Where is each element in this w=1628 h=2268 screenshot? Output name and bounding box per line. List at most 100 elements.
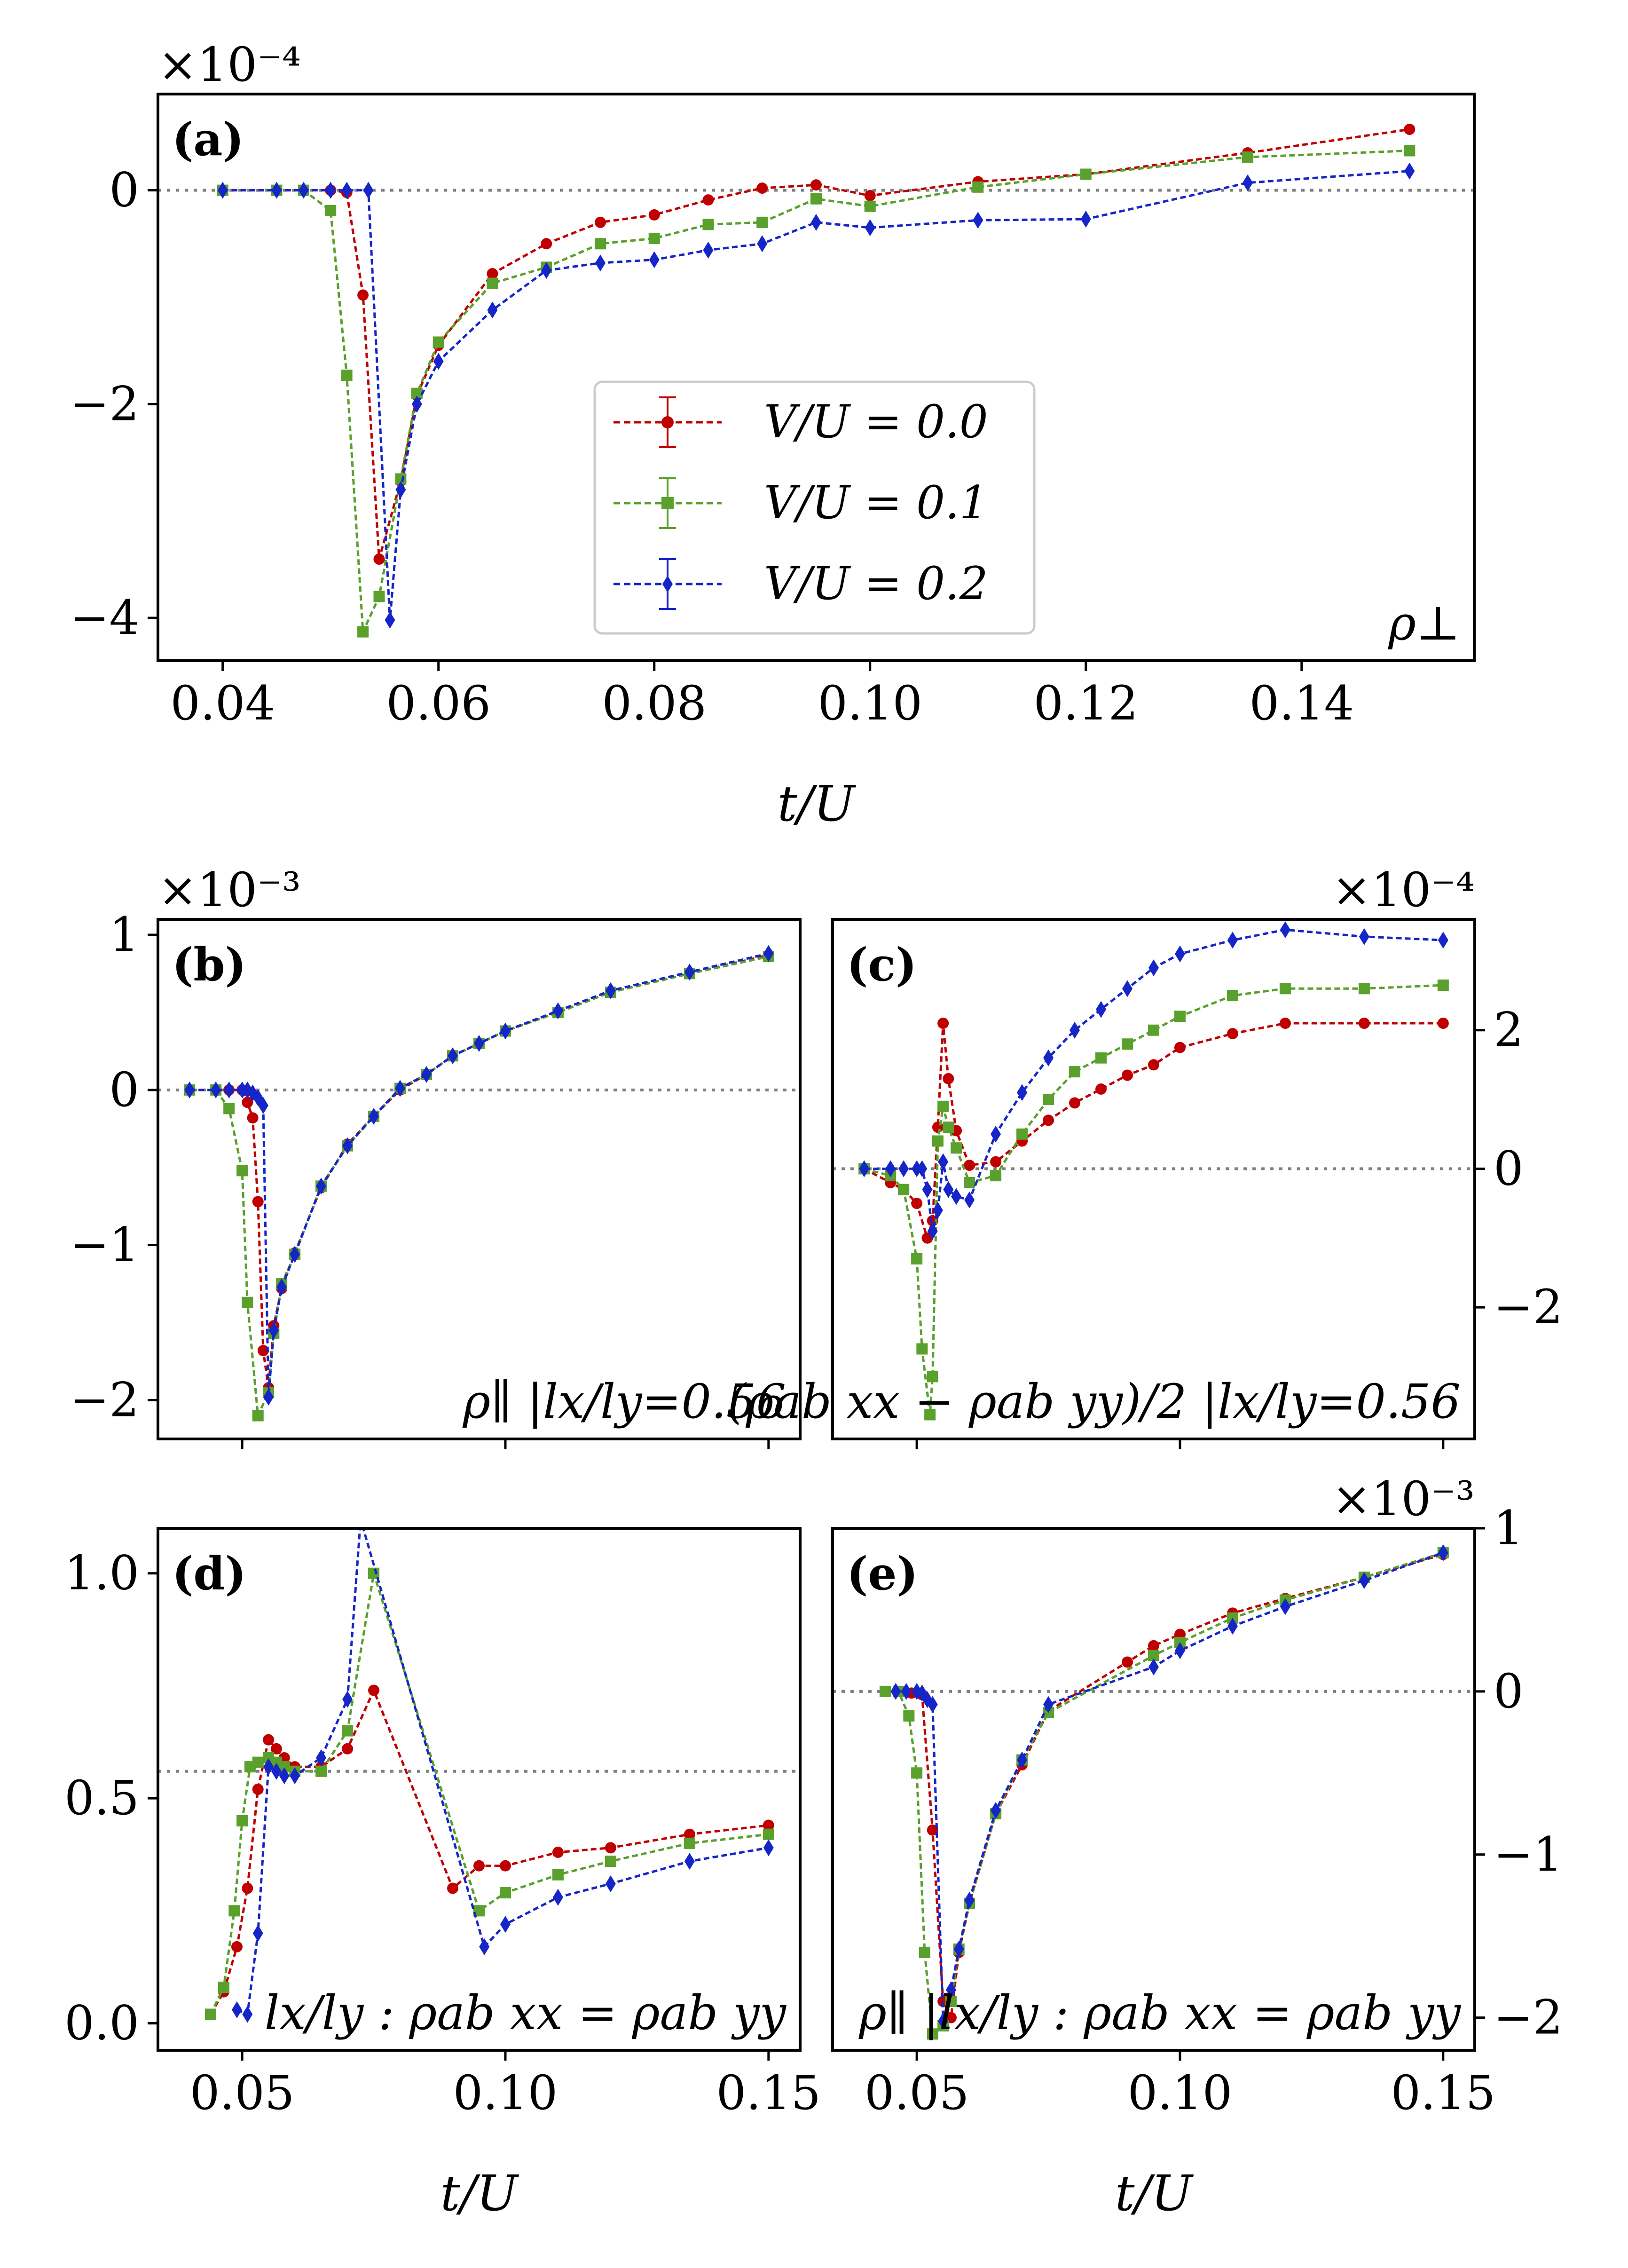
x-tick-label-a-3: 0.10 (818, 676, 922, 731)
x-axis-title-a: t/U (778, 775, 857, 832)
x-axis-title-e: t/U (1115, 2165, 1194, 2222)
data-point-a-2-0 (217, 182, 228, 199)
data-point-c-0-13 (1043, 1114, 1054, 1126)
data-point-c-1-12 (990, 1170, 1002, 1182)
data-point-d-2-11 (500, 1916, 511, 1933)
x-tick-label-a-5: 0.14 (1249, 676, 1354, 731)
y-tick-label-a-1: −2 (70, 376, 139, 431)
data-point-e-2-17 (1359, 1572, 1369, 1589)
legend-marker-diamond (662, 576, 673, 593)
y-tick-label-e-3: 1 (1494, 1501, 1524, 1556)
data-point-b-0-4 (242, 1097, 253, 1108)
data-point-c-1-19 (1174, 1011, 1186, 1022)
data-point-a-2-6 (385, 611, 395, 629)
data-point-c-2-3 (912, 1160, 922, 1177)
legend-entry-2: V/U = 0.2 (613, 557, 988, 610)
data-point-a-0-16 (810, 179, 822, 191)
panel-tag-c: (c) (847, 938, 917, 991)
data-point-b-2-20 (552, 1002, 563, 1019)
data-point-c-2-13 (1017, 1084, 1028, 1101)
data-point-d-2-13 (605, 1875, 616, 1892)
data-point-b-2-1 (211, 1081, 221, 1098)
y-tick-label-c-2: 2 (1494, 1003, 1524, 1058)
data-point-a-1-20 (1242, 151, 1254, 163)
axes-frame-d (157, 1527, 802, 2052)
y-tick-label-e-1: −1 (1494, 1827, 1563, 1882)
data-point-e-0-4 (927, 1824, 938, 1836)
legend-marker-circle (661, 416, 674, 428)
data-point-c-0-8 (943, 1073, 954, 1084)
scale-label-e: ×10⁻³ (1332, 1471, 1475, 1526)
data-point-a-2-15 (757, 235, 768, 253)
data-point-a-1-19 (1080, 168, 1092, 180)
axes-frame-a (157, 93, 1476, 662)
data-point-d-1-5 (252, 1756, 264, 1768)
data-point-a-2-7 (395, 481, 406, 498)
series-group-b (184, 945, 774, 1422)
data-point-a-1-9 (433, 336, 444, 348)
data-point-c-2-14 (1043, 1049, 1054, 1067)
data-point-d-1-18 (763, 1828, 774, 1840)
data-point-d-2-0 (231, 2001, 242, 2018)
data-point-a-0-11 (541, 238, 552, 250)
data-point-c-2-5 (922, 1181, 933, 1198)
x-tick-label-a-4: 0.12 (1033, 676, 1138, 731)
data-point-d-1-11 (342, 1725, 354, 1737)
data-point-a-2-8 (411, 395, 422, 413)
data-point-a-1-18 (972, 181, 984, 193)
data-point-a-0-12 (594, 216, 606, 228)
data-point-c-1-13 (1016, 1128, 1028, 1140)
x-tick-label-a-2: 0.08 (602, 676, 707, 731)
data-point-b-2-8 (263, 1388, 274, 1406)
plot-area-c (833, 919, 1475, 1439)
data-point-c-1-17 (1122, 1038, 1133, 1050)
data-point-c-1-2 (898, 1184, 910, 1195)
y-tick-label-d-2: 1.0 (64, 1546, 139, 1601)
data-point-e-2-10 (991, 1802, 1001, 1819)
data-point-b-2-11 (290, 1246, 300, 1263)
data-point-b-1-4 (242, 1296, 253, 1308)
data-point-c-0-18 (1174, 1042, 1186, 1053)
data-point-c-2-16 (1096, 1001, 1107, 1018)
data-point-b-0-7 (257, 1344, 269, 1356)
axes-frame-b (157, 918, 802, 1440)
data-point-a-0-14 (702, 194, 714, 206)
data-point-a-2-17 (865, 219, 875, 237)
data-point-c-2-23 (1438, 932, 1448, 949)
data-point-a-2-1 (271, 182, 282, 199)
data-point-c-1-11 (964, 1177, 975, 1188)
data-point-a-2-19 (1080, 211, 1091, 228)
data-point-b-2-0 (184, 1081, 195, 1098)
data-point-b-2-3 (237, 1081, 248, 1098)
data-point-c-2-0 (859, 1160, 870, 1177)
y-tick-label-a-2: 0 (109, 163, 139, 218)
data-point-c-0-11 (990, 1156, 1002, 1168)
data-point-d-0-6 (270, 1743, 282, 1754)
data-point-d-1-1 (218, 1982, 229, 1993)
panel-b: −2 −1 0 1 (b) ×10⁻³ ρ∥ |lx/ly=0.56 (70, 862, 802, 1449)
data-point-c-0-10 (964, 1160, 975, 1171)
data-point-c-1-16 (1095, 1052, 1107, 1064)
x-tick-label-e-2: 0.15 (1391, 2065, 1495, 2120)
data-point-a-0-10 (487, 268, 498, 279)
y-tick-label-e-0: −2 (1494, 1990, 1563, 2045)
x-tick-label-d-0: 0.05 (190, 2065, 295, 2120)
data-point-d-0-11 (368, 1684, 380, 1696)
data-point-e-2-15 (1227, 1618, 1238, 1635)
data-point-c-2-15 (1070, 1021, 1080, 1039)
data-point-e-1-3 (911, 1767, 923, 1779)
data-point-b-2-21 (605, 982, 616, 999)
data-point-a-1-6 (373, 591, 385, 602)
data-point-a-2-2 (298, 182, 309, 199)
data-point-c-2-1 (885, 1160, 896, 1177)
data-point-c-2-6 (927, 1223, 938, 1240)
data-point-c-2-4 (917, 1160, 928, 1177)
x-tick-label-a-1: 0.06 (386, 676, 491, 731)
data-point-c-2-18 (1148, 959, 1159, 977)
annotation-d: lx/ly : ρab xx = ρab yy (265, 1985, 787, 2040)
data-point-a-2-5 (363, 182, 374, 199)
legend-entry-0: V/U = 0.0 (613, 395, 988, 448)
data-point-b-2-15 (395, 1080, 406, 1097)
data-point-c-2-21 (1280, 921, 1290, 939)
data-point-b-2-10 (276, 1278, 287, 1296)
